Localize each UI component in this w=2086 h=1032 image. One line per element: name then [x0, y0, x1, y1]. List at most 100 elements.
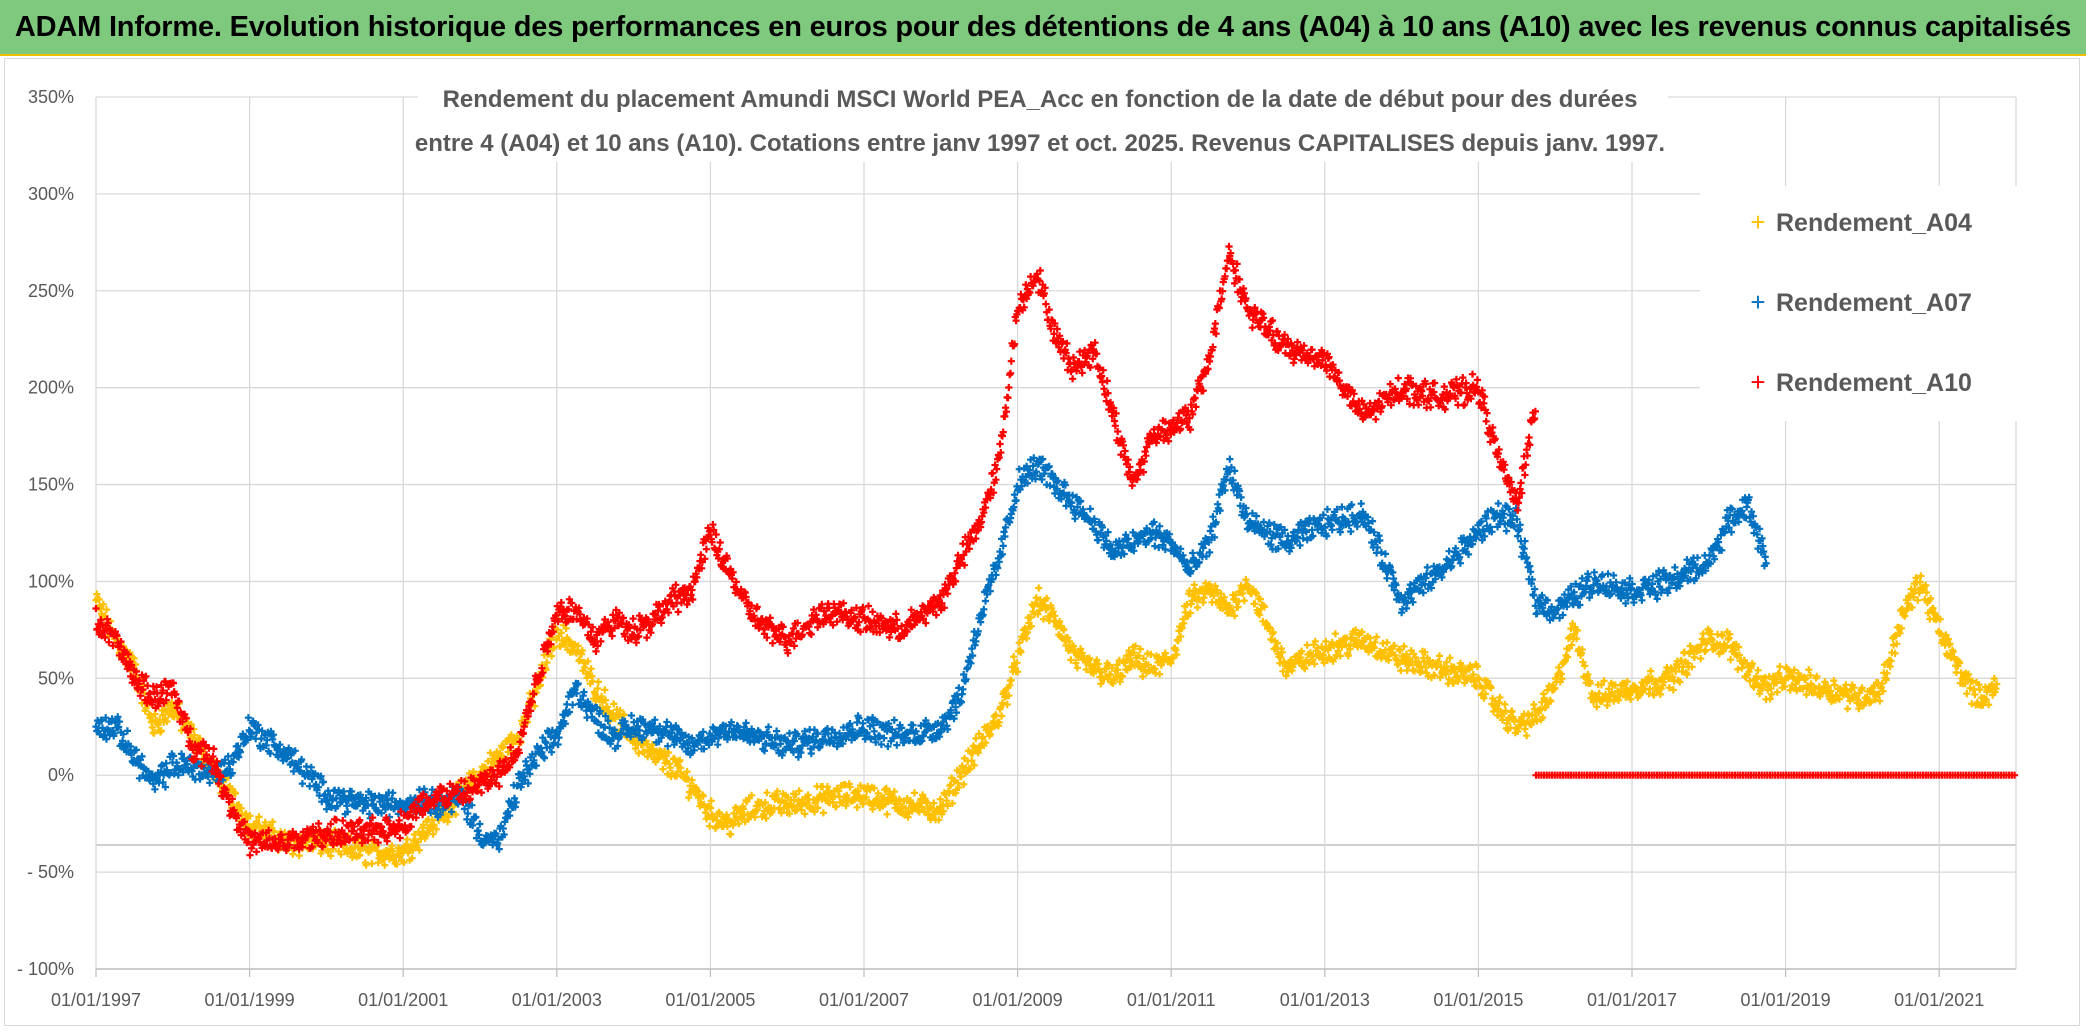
a04-point	[859, 800, 867, 808]
a04-point	[1396, 647, 1404, 655]
a04-point	[95, 595, 103, 604]
a04-point	[231, 789, 240, 798]
a04-point	[1373, 633, 1381, 641]
a04-point	[409, 846, 417, 854]
a04-point	[936, 795, 944, 803]
a04-point	[557, 629, 565, 637]
a04-point	[761, 798, 769, 807]
a04-point	[1240, 597, 1248, 605]
a07-point	[1671, 563, 1679, 571]
a04-point	[1067, 656, 1075, 664]
a04-point	[1480, 694, 1488, 702]
a04-point	[789, 803, 797, 811]
a04-point	[1297, 654, 1305, 662]
a04-point	[1352, 626, 1360, 634]
a04-point	[748, 791, 756, 799]
a04-point	[1397, 667, 1405, 675]
a04-point	[1035, 606, 1044, 614]
a04-point	[930, 799, 938, 807]
a04-point	[644, 753, 652, 761]
a04-point	[465, 769, 473, 777]
a04-point	[381, 861, 389, 869]
a04-point	[1331, 630, 1339, 638]
a04-point	[602, 696, 610, 704]
a04-point	[910, 789, 919, 797]
a04-point	[1273, 639, 1281, 647]
a04-point	[1336, 652, 1344, 660]
a04-point	[395, 853, 403, 861]
a04-point	[1136, 645, 1144, 653]
a04-point	[1027, 613, 1035, 622]
a04-point	[1023, 628, 1031, 636]
a04-point	[400, 858, 408, 866]
a04-point	[1035, 584, 1043, 592]
a04-point	[429, 830, 437, 838]
a04-point	[255, 813, 263, 821]
a04-point	[1436, 673, 1444, 682]
a04-point	[594, 678, 602, 686]
a04-point	[970, 761, 978, 769]
a04-point	[1310, 660, 1319, 668]
a04-point	[1681, 648, 1689, 656]
a04-point	[856, 782, 865, 790]
a04-point	[163, 717, 171, 726]
a04-point	[1390, 642, 1398, 650]
a04-point	[1186, 609, 1194, 617]
a04-point	[773, 787, 781, 795]
a04-point	[829, 798, 837, 806]
a07-point	[807, 749, 815, 758]
a04-point	[1195, 596, 1203, 604]
a04-point	[1322, 637, 1330, 646]
a07-point	[1530, 591, 1538, 599]
a04-point	[1473, 662, 1481, 670]
a07-point	[785, 729, 794, 737]
a04-point	[1303, 641, 1311, 649]
a04-point	[620, 711, 628, 719]
a04-point	[853, 803, 861, 811]
a04-point	[706, 822, 714, 830]
a04-point	[1097, 680, 1105, 688]
a04-point	[1298, 647, 1306, 655]
a04-point	[968, 757, 976, 765]
a04-point	[156, 716, 164, 724]
a07-point	[663, 718, 671, 726]
a04-point	[1446, 654, 1454, 662]
a04-point	[574, 642, 582, 650]
a04-point	[609, 709, 617, 717]
a04-point	[1452, 665, 1460, 673]
a04-point	[603, 703, 611, 711]
a04-point	[1177, 632, 1185, 641]
a04-point	[948, 799, 956, 807]
a04-point	[499, 743, 507, 751]
a04-point	[1211, 582, 1219, 590]
a10-point	[210, 745, 218, 753]
a04-point	[1178, 624, 1186, 632]
a04-point	[1311, 637, 1319, 645]
a04-point	[683, 768, 691, 776]
a04-point	[1702, 646, 1710, 654]
a04-point	[819, 809, 827, 817]
a07-point	[476, 820, 484, 828]
a07-points	[92, 454, 1770, 853]
a04-point	[616, 706, 624, 714]
a04-point	[1498, 716, 1506, 724]
a04-point	[1034, 610, 1042, 618]
a04-point	[735, 820, 743, 828]
a04-point	[1198, 585, 1206, 593]
a04-point	[814, 804, 822, 812]
a04-point	[1435, 652, 1444, 660]
a04-point	[1727, 656, 1735, 664]
a10-point	[396, 834, 404, 842]
a04-point	[1005, 692, 1013, 700]
a10-point	[395, 816, 403, 824]
a04-point	[1383, 638, 1391, 647]
a04-point	[1256, 595, 1264, 603]
a04-point	[1269, 628, 1277, 636]
a04-point	[727, 830, 735, 838]
a04-point	[1072, 659, 1080, 667]
a07-point	[1151, 542, 1159, 550]
a04-point	[1443, 658, 1451, 666]
banner-title: ADAM Informe. Evolution historique des p…	[14, 10, 2072, 43]
a04-point	[713, 816, 721, 824]
data-points	[92, 242, 2019, 869]
